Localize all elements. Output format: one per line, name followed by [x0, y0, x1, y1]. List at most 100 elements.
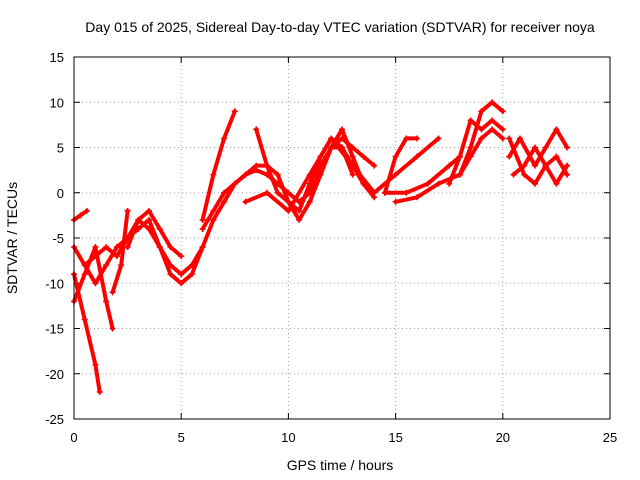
data-point-marker	[317, 171, 324, 178]
data-point-marker	[478, 135, 485, 142]
data-point-marker	[103, 262, 110, 269]
data-point-marker	[403, 135, 410, 142]
series-line	[511, 145, 570, 186]
y-tick-label: 15	[50, 50, 64, 65]
series-track-1	[71, 271, 103, 395]
data-point-marker	[553, 126, 560, 133]
data-point-marker	[553, 153, 560, 160]
data-point-marker	[339, 135, 345, 142]
data-point-marker	[531, 144, 538, 151]
data-point-marker	[146, 216, 153, 223]
data-point-marker	[167, 271, 174, 278]
data-point-marker	[381, 189, 388, 196]
data-point-marker	[221, 135, 228, 142]
series-layer	[71, 99, 571, 395]
series-line	[393, 100, 505, 204]
series-track-18	[446, 117, 506, 187]
y-tick-label: -15	[45, 322, 64, 337]
x-tick-label: 0	[70, 430, 77, 445]
series-line	[200, 109, 237, 222]
series-track-19	[456, 126, 506, 178]
data-point-marker	[553, 180, 560, 187]
data-point-marker	[146, 225, 153, 232]
series-track-16	[381, 153, 463, 196]
data-point-marker	[371, 189, 378, 196]
x-tick-label: 15	[388, 430, 402, 445]
data-point-marker	[92, 280, 99, 287]
series-track-22	[510, 144, 571, 187]
data-point-marker	[371, 162, 378, 169]
data-point-marker	[349, 171, 356, 178]
y-tick-label: -10	[45, 276, 64, 291]
data-point-marker	[135, 216, 142, 223]
data-point-marker	[339, 126, 345, 133]
x-tick-label: 10	[281, 430, 295, 445]
series-track-7	[124, 207, 185, 260]
data-point-marker	[242, 198, 249, 205]
data-point-marker	[489, 117, 496, 124]
series-track-13	[328, 135, 378, 169]
data-point-marker	[113, 253, 120, 260]
data-point-marker	[296, 216, 303, 223]
data-point-marker	[242, 171, 249, 178]
data-point-marker	[92, 361, 99, 368]
data-point-marker	[467, 153, 474, 160]
series-track-8	[199, 108, 238, 223]
series-line	[447, 118, 505, 186]
plot-frame	[73, 56, 611, 420]
data-point-marker	[210, 207, 217, 214]
data-point-marker	[506, 135, 513, 142]
data-point-marker	[456, 171, 463, 178]
data-point-marker	[499, 135, 506, 142]
chart-title: Day 015 of 2025, Sidereal Day-to-day VTE…	[85, 19, 595, 35]
data-point-marker	[253, 126, 260, 133]
data-point-marker	[231, 180, 238, 187]
data-point-marker	[124, 244, 131, 251]
y-tick-label: 10	[50, 95, 64, 110]
data-point-marker	[199, 216, 206, 223]
series-track-17	[392, 99, 506, 205]
data-point-marker	[156, 225, 163, 232]
series-track-15	[371, 135, 442, 196]
data-point-marker	[360, 153, 367, 160]
data-point-marker	[349, 144, 356, 151]
data-point-marker	[296, 207, 303, 214]
data-point-marker	[446, 180, 453, 187]
data-point-marker	[253, 162, 260, 169]
series-line	[72, 272, 102, 394]
series-line	[372, 136, 441, 195]
data-point-marker	[456, 153, 463, 160]
y-axis-label: SDTVAR / TECUs	[4, 182, 20, 294]
data-point-marker	[83, 207, 90, 214]
data-point-marker	[156, 244, 163, 251]
data-point-marker	[478, 108, 485, 115]
data-point-marker	[178, 271, 185, 278]
data-point-marker	[467, 144, 474, 151]
data-point-marker	[521, 171, 528, 178]
data-point-marker	[96, 388, 103, 395]
data-point-marker	[81, 271, 88, 278]
data-point-marker	[510, 171, 517, 178]
data-point-marker	[392, 153, 399, 160]
data-point-marker	[118, 262, 125, 269]
data-point-marker	[414, 153, 421, 160]
y-tick-label: -20	[45, 367, 64, 382]
data-point-marker	[392, 171, 399, 178]
data-point-marker	[92, 244, 99, 251]
x-tick-label: 20	[496, 430, 510, 445]
data-point-marker	[81, 316, 88, 323]
data-point-marker	[564, 144, 571, 151]
series-track-14	[381, 135, 421, 196]
data-point-marker	[199, 244, 206, 251]
data-point-marker	[77, 212, 84, 219]
series-track-3	[71, 244, 116, 332]
y-tick-label: -5	[52, 231, 64, 246]
data-point-marker	[81, 262, 88, 269]
data-point-marker	[285, 198, 292, 205]
series-track-5	[109, 207, 131, 296]
data-point-marker	[178, 253, 185, 260]
data-point-marker	[478, 126, 485, 133]
data-point-marker	[339, 144, 345, 151]
data-point-marker	[188, 271, 195, 278]
y-tick-label: 5	[57, 141, 64, 156]
